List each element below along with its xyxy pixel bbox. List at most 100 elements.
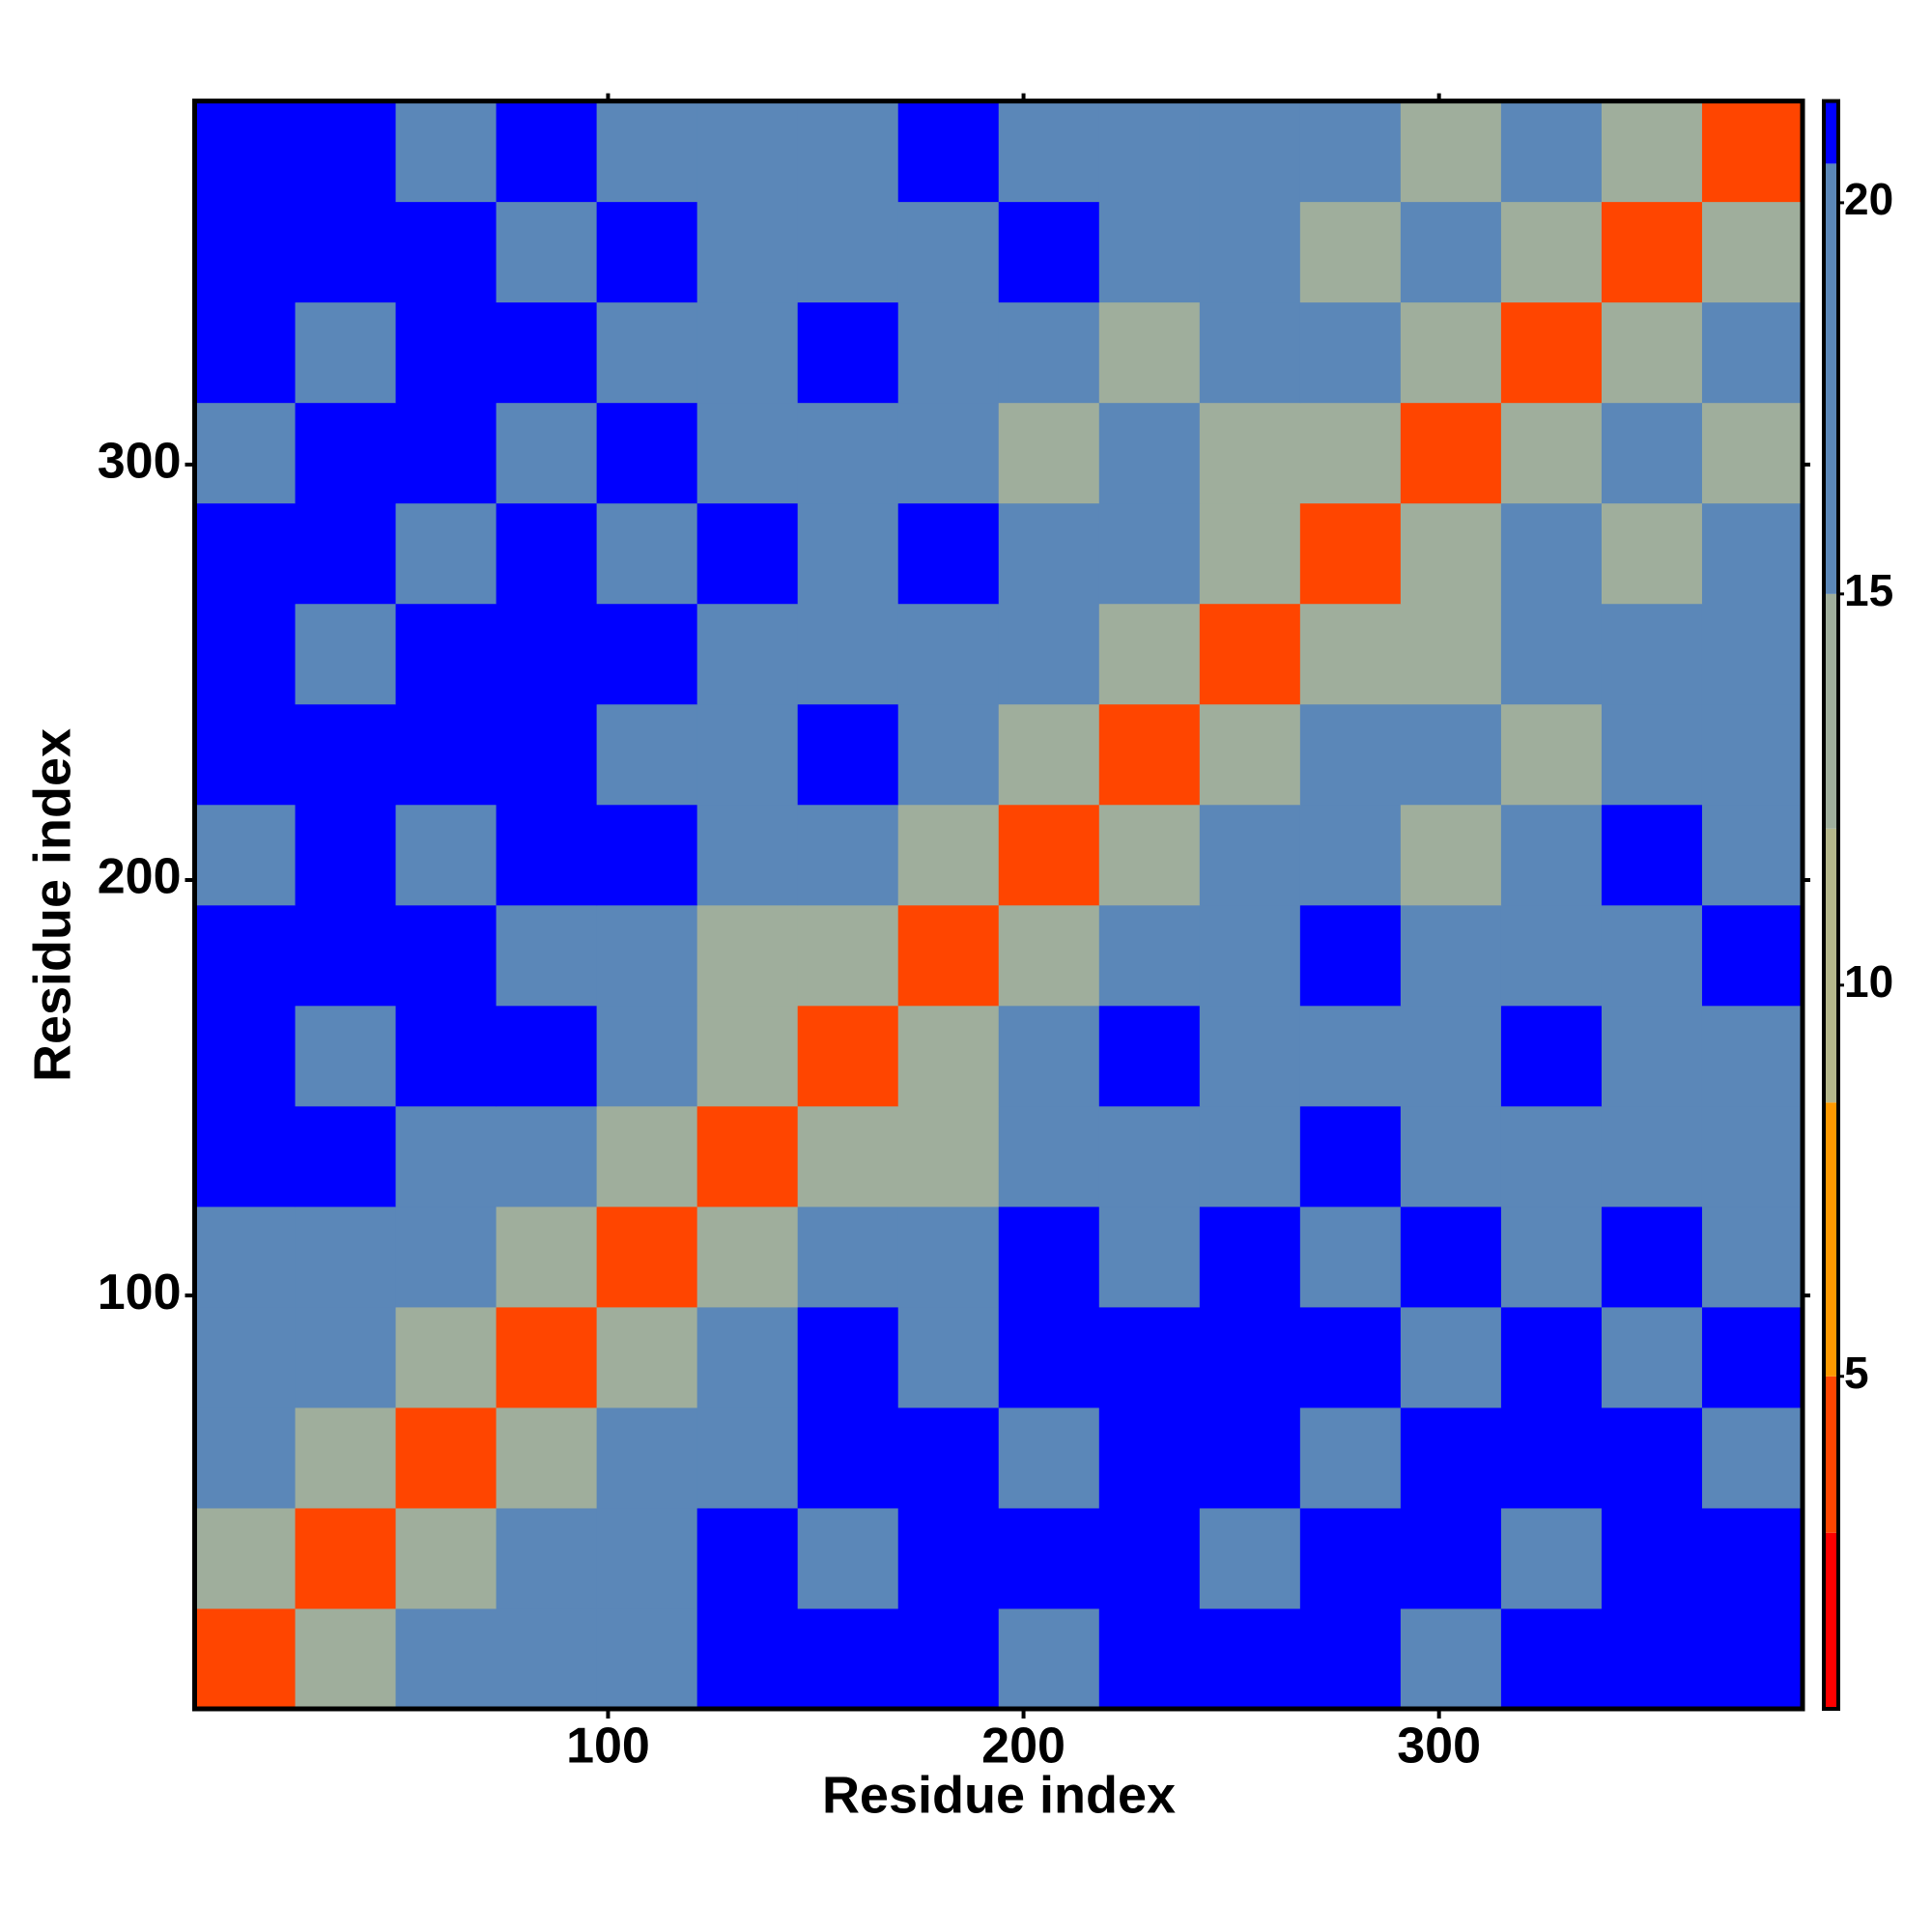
heatmap-cell: [395, 1507, 497, 1609]
heatmap-cell: [696, 703, 799, 806]
heatmap-cell: [496, 804, 598, 906]
heatmap-cell: [1601, 502, 1703, 605]
heatmap-cell: [1400, 904, 1502, 1007]
heatmap-cell: [797, 402, 899, 504]
heatmap-cell: [1199, 100, 1301, 203]
heatmap-cell: [395, 1206, 497, 1308]
heatmap-cell: [596, 804, 698, 906]
heatmap-cell: [998, 201, 1100, 303]
heatmap-cell: [1500, 1306, 1603, 1408]
heatmap-cell: [797, 1306, 899, 1408]
heatmap-cell: [596, 301, 698, 404]
colorbar-band: [1824, 163, 1838, 594]
heatmap-cell: [395, 201, 497, 303]
heatmap-cell: [1400, 1105, 1502, 1208]
heatmap-cell: [1299, 603, 1402, 705]
heatmap-cell: [1601, 804, 1703, 906]
heatmap-cell: [897, 703, 1000, 806]
heatmap-cell: [1701, 703, 1804, 806]
heatmap-cell: [194, 1005, 297, 1107]
heatmap-cell: [1601, 904, 1703, 1007]
heatmap-cell: [897, 1105, 1000, 1208]
heatmap-cell: [1299, 1005, 1402, 1107]
heatmap-cell: [1098, 1105, 1201, 1208]
heatmap-cell: [596, 1005, 698, 1107]
heatmap-cell: [1701, 301, 1804, 404]
heatmap-cell: [194, 201, 297, 303]
heatmap-cell: [1199, 804, 1301, 906]
heatmap-cell: [1199, 301, 1301, 404]
heatmap-cell: [395, 1406, 497, 1509]
colorbar-frame: [1822, 99, 1840, 1712]
heatmap-cell: [1098, 1005, 1201, 1107]
heatmap-cell: [1199, 1105, 1301, 1208]
heatmap-cell: [395, 703, 497, 806]
heatmap-cell: [1299, 502, 1402, 605]
heatmap-cell: [496, 1406, 598, 1509]
heatmap-cell: [1299, 1507, 1402, 1609]
heatmap-cell: [496, 402, 598, 504]
heatmap-cell: [1400, 1005, 1502, 1107]
heatmap-cell: [797, 502, 899, 605]
heatmap-cell: [1701, 201, 1804, 303]
heatmap-cell: [194, 1306, 297, 1408]
heatmap-cell: [194, 1206, 297, 1308]
heatmap-cell: [696, 1206, 799, 1308]
heatmap-cell: [897, 402, 1000, 504]
heatmap-cell: [998, 904, 1100, 1007]
heatmap-cell: [496, 603, 598, 705]
heatmap-cell: [696, 1105, 799, 1208]
heatmap-cell: [1500, 1406, 1603, 1509]
heatmap-cell: [1299, 904, 1402, 1007]
heatmap-cell: [1098, 402, 1201, 504]
heatmap-cell: [194, 402, 297, 504]
heatmap-cell: [1601, 1507, 1703, 1609]
colorbar-tick-label: 20: [1844, 174, 1893, 224]
heatmap-cell: [1299, 201, 1402, 303]
heatmap-cell: [295, 603, 397, 705]
y-axis-title: Residue index: [23, 728, 81, 1082]
heatmap-cell: [295, 703, 397, 806]
heatmap-cell: [1601, 1005, 1703, 1107]
heatmap-cell: [797, 1507, 899, 1609]
x-axis-title: Residue index: [822, 1766, 1176, 1824]
heatmap-cell: [998, 502, 1100, 605]
heatmap-cell: [797, 1607, 899, 1710]
heatmap-cell: [1601, 703, 1703, 806]
heatmap-cell: [1299, 1406, 1402, 1509]
heatmap-cell: [395, 100, 497, 203]
heatmap-cell: [395, 804, 497, 906]
heatmap-cell: [1400, 100, 1502, 203]
heatmap-cell: [1199, 904, 1301, 1007]
heatmap-cell: [998, 1607, 1100, 1710]
heatmap-cell: [1299, 100, 1402, 203]
heatmap-cell: [596, 1206, 698, 1308]
heatmap-cell: [797, 804, 899, 906]
heatmap-cell: [496, 703, 598, 806]
x-tick-label: 100: [566, 1719, 650, 1775]
heatmap-cell: [1400, 804, 1502, 906]
heatmap-cell: [696, 1507, 799, 1609]
heatmap-cell: [797, 603, 899, 705]
heatmap-cell: [1601, 1406, 1703, 1509]
heatmap-cell: [596, 1306, 698, 1408]
heatmap-cell: [1500, 201, 1603, 303]
heatmap-cell: [998, 1206, 1100, 1308]
heatmap-cell: [596, 603, 698, 705]
heatmap-cell: [1500, 1105, 1603, 1208]
heatmap-cell: [194, 1406, 297, 1509]
colorbar-band: [1824, 1532, 1838, 1709]
heatmap-cell: [696, 603, 799, 705]
heatmap-cell: [1601, 1206, 1703, 1308]
heatmap-cell: [194, 1607, 297, 1710]
heatmap-cells: [194, 100, 1804, 1710]
heatmap-cell: [1098, 703, 1201, 806]
heatmap-cell: [496, 1005, 598, 1107]
heatmap-cell: [1500, 402, 1603, 504]
heatmap-cell: [1701, 804, 1804, 906]
y-tick-label: 200: [98, 849, 182, 905]
heatmap-cell: [1199, 502, 1301, 605]
heatmap-cell: [194, 904, 297, 1007]
heatmap-cell: [194, 804, 297, 906]
